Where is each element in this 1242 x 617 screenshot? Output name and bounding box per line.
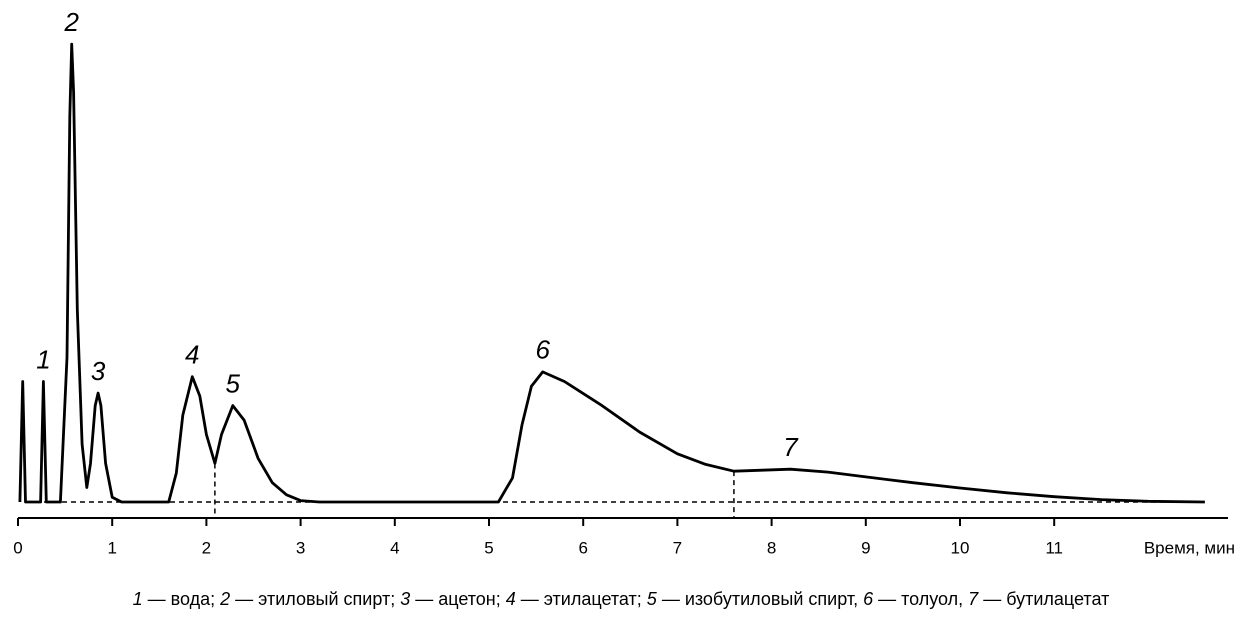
caption-text: — этиловый спирт; <box>230 589 400 609</box>
caption-text: — изобутиловый спирт, <box>657 589 863 609</box>
x-tick-label: 5 <box>484 538 493 557</box>
caption-number: 3 <box>400 589 410 609</box>
x-tick-label: 1 <box>107 538 116 557</box>
caption-number: 5 <box>647 589 658 609</box>
x-tick-label: 6 <box>578 538 587 557</box>
peak-label: 6 <box>535 335 550 365</box>
chromatogram-line <box>18 42 1205 504</box>
caption-text: — бутилацетат <box>978 589 1109 609</box>
peak-label: 2 <box>63 7 79 37</box>
x-tick-label: 2 <box>202 538 211 557</box>
caption-number: 1 <box>133 589 143 609</box>
x-tick-label: 8 <box>767 538 776 557</box>
peak-label: 5 <box>226 368 241 398</box>
caption-number: 2 <box>219 589 230 609</box>
x-tick-label: 9 <box>861 538 870 557</box>
x-tick-label: 0 <box>13 538 22 557</box>
x-tick-label: 3 <box>296 538 305 557</box>
caption-text: — этилацетат; <box>516 589 647 609</box>
caption-text: — толуол, <box>873 589 968 609</box>
caption-text: — ацетон; <box>410 589 506 609</box>
peak-label: 7 <box>783 432 799 462</box>
peak-label: 1 <box>36 344 50 374</box>
x-axis-label: Время, мин <box>1144 538 1235 557</box>
peak-label: 4 <box>185 340 199 370</box>
caption: 1 — вода; 2 — этиловый спирт; 3 — ацетон… <box>133 589 1110 609</box>
caption-number: 6 <box>863 589 874 609</box>
x-tick-label: 10 <box>951 538 970 557</box>
x-tick-label: 7 <box>673 538 682 557</box>
x-tick-label: 11 <box>1045 538 1063 557</box>
caption-number: 7 <box>968 589 979 609</box>
caption-text: — вода; <box>143 589 221 609</box>
peak-label: 3 <box>91 356 106 386</box>
x-tick-label: 4 <box>390 538 399 557</box>
caption-number: 4 <box>506 589 516 609</box>
